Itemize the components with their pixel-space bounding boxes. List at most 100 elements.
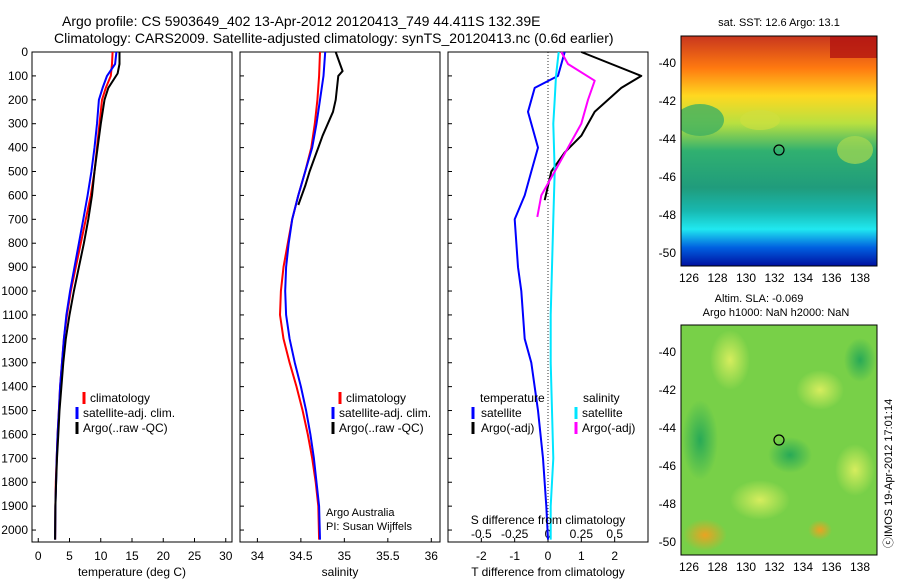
x-tick-label-top: -0.5 [471, 527, 492, 541]
difference-legend: temperature satellite Argo(-adj) salinit… [471, 391, 635, 435]
x-tick-label: 25 [188, 549, 202, 563]
x-tick-label: 1 [578, 549, 585, 563]
series-line-temperature-satellite [513, 51, 566, 540]
sla-y-ticks: -40 -42 -44 -46 -48 -50 [659, 345, 677, 549]
salinity-legend: climatology satellite-adj. clim. Argo(..… [331, 391, 431, 435]
series-line-satellite-adj-clim- [284, 51, 327, 540]
sla-x-ticks: 126 128 130 132 134 136 138 [679, 560, 870, 574]
depth-tick-label: 1800 [1, 475, 28, 489]
depth-tick-label: 300 [8, 117, 28, 131]
sla-argo-marker [773, 434, 785, 446]
temperature-x-label: temperature (deg C) [78, 565, 186, 579]
temperature-legend: climatology satellite-adj. clim. Argo(..… [75, 391, 175, 435]
series-line-temperature-argo-adj- [543, 51, 643, 201]
difference-x-label-bottom: T difference from climatology [471, 565, 625, 579]
map-y-tick-label: -44 [659, 132, 677, 146]
map-y-tick-label: -48 [659, 497, 677, 511]
map-x-tick-label: 126 [679, 560, 699, 574]
series-line-argo-raw-qc- [54, 52, 121, 540]
sst-warm-patch [740, 110, 780, 130]
x-tick-label: 10 [94, 549, 108, 563]
x-tick-label: 30 [219, 549, 233, 563]
difference-panel-frame [447, 51, 649, 543]
map-x-tick-label: 128 [707, 560, 727, 574]
depth-tick-label: 400 [8, 141, 28, 155]
salinity-panel-frame [239, 51, 441, 543]
map-x-tick-label: 132 [764, 271, 784, 285]
difference-s-ticks: -0.5 -0.25 0 0.25 0.5 [471, 527, 623, 541]
map-y-tick-label: -50 [659, 535, 677, 549]
depth-tick-label: 200 [8, 93, 28, 107]
temperature-series [54, 51, 121, 540]
legend-label-climatology: climatology [90, 391, 150, 405]
map-y-tick-label: -42 [659, 383, 677, 397]
map-x-tick-label: 138 [850, 560, 870, 574]
map-y-tick-label: -46 [659, 459, 677, 473]
series-line-satellite-adj-clim- [54, 51, 118, 540]
sst-cool-patch [681, 104, 724, 136]
sst-map-title: sat. SST: 12.6 Argo: 13.1 [718, 17, 840, 29]
map-x-tick-label: 134 [793, 560, 813, 574]
x-tick-label: 5 [66, 549, 73, 563]
depth-tick-label: 500 [8, 165, 28, 179]
map-x-tick-label: 130 [736, 560, 756, 574]
x-tick-label-top: -0.25 [501, 527, 529, 541]
depth-tick-label: 700 [8, 212, 28, 226]
map-x-tick-label: 136 [821, 560, 841, 574]
sla-low-blob [768, 437, 812, 473]
legend-label-sal-argo: Argo(-adj) [582, 421, 635, 435]
x-tick-label: 0 [35, 549, 42, 563]
map-y-tick-label: -40 [659, 345, 677, 359]
sst-map-frame [680, 35, 878, 267]
map-x-tick-label: 136 [821, 271, 841, 285]
x-tick-label: 35.5 [376, 549, 400, 563]
legend-label-temp-satellite: satellite [481, 406, 522, 420]
sst-map[interactable] [676, 36, 877, 266]
series-line-climatology [279, 51, 321, 540]
depth-tick-label: 600 [8, 188, 28, 202]
sst-y-ticks: -40 -42 -44 -46 -48 -50 [659, 56, 677, 260]
sla-warm-blob [683, 519, 727, 551]
depth-tick-label: 900 [8, 260, 28, 274]
legend-label-climatology: climatology [346, 391, 406, 405]
sla-warm-blob [808, 520, 832, 540]
temperature-x-ticks: 0 5 10 15 20 25 30 [35, 538, 233, 563]
x-tick-label: 36 [425, 549, 439, 563]
temperature-panel-frame [31, 51, 233, 543]
legend-label-argo: Argo(..raw -QC) [339, 421, 424, 435]
x-tick-label: 34 [251, 549, 265, 563]
sla-map[interactable] [681, 325, 877, 555]
sst-warm-patch [837, 136, 873, 164]
sla-high-blob [835, 444, 875, 496]
sst-hot-corner [830, 36, 877, 58]
depth-tick-label: 800 [8, 236, 28, 250]
legend-label-satellite: satellite-adj. clim. [83, 406, 175, 420]
x-tick-label: 0 [545, 549, 552, 563]
x-tick-label: -2 [476, 549, 487, 563]
depth-tick-label: 1900 [1, 499, 28, 513]
sst-argo-marker [773, 144, 785, 156]
figure-title-line2: Climatology: CARS2009. Satellite-adjuste… [54, 30, 614, 46]
salinity-note-line2: PI: Susan Wijffels [326, 521, 412, 533]
difference-x-label-top: S difference from climatology [471, 513, 626, 527]
series-line-argo-raw-qc- [297, 51, 344, 206]
legend-label-argo: Argo(..raw -QC) [83, 421, 168, 435]
map-x-tick-label: 132 [764, 560, 784, 574]
sst-x-ticks: 126 128 130 132 134 136 138 [679, 271, 870, 285]
series-line-salinity-argo-adj- [536, 51, 596, 218]
series-line-climatology [54, 51, 114, 540]
depth-tick-label: 1500 [1, 404, 28, 418]
figure-title-line1: Argo profile: CS 5903649_402 13-Apr-2012… [62, 13, 540, 29]
sla-map-title-line1: Altim. SLA: -0.069 [715, 293, 804, 305]
depth-tick-label: 1700 [1, 451, 28, 465]
sla-high-blob [710, 330, 750, 390]
sla-map-frame [680, 324, 878, 556]
map-y-tick-label: -46 [659, 170, 677, 184]
map-y-tick-label: -44 [659, 421, 677, 435]
salinity-note-line1: Argo Australia [326, 507, 395, 519]
x-tick-label: -1 [509, 549, 520, 563]
depth-tick-label: 100 [8, 69, 28, 83]
map-y-tick-label: -48 [659, 208, 677, 222]
x-tick-label: 34.5 [289, 549, 313, 563]
legend-label-sal-satellite: satellite [582, 406, 623, 420]
